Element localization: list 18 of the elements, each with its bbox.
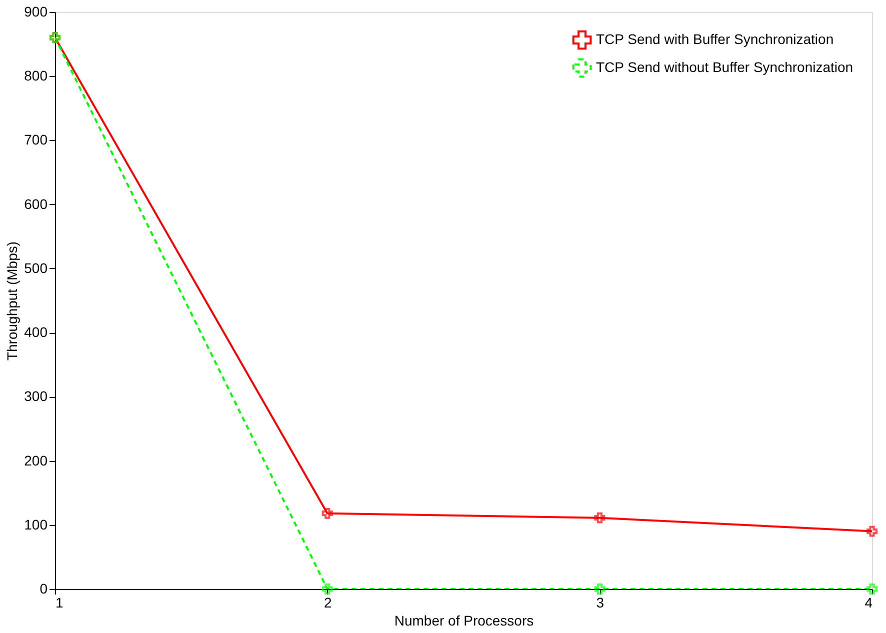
y-tick-label: 700	[24, 132, 48, 148]
y-tick-label: 900	[24, 4, 48, 20]
y-tick-label: 500	[24, 260, 48, 276]
legend-label: TCP Send with Buffer Synchronization	[596, 31, 834, 47]
y-tick-label: 0	[40, 580, 48, 596]
y-tick-label: 800	[24, 68, 48, 84]
x-tick-label: 3	[596, 594, 604, 610]
x-tick-label: 2	[324, 594, 332, 610]
y-tick-label: 400	[24, 324, 48, 340]
x-tick-label: 4	[864, 594, 873, 610]
y-tick-label: 200	[24, 452, 48, 468]
y-tick-label: 300	[24, 388, 48, 404]
y-tick-label: 600	[24, 196, 48, 212]
y-axis-title: Throughput (Mbps)	[4, 241, 20, 361]
x-axis-title: Number of Processors	[394, 612, 534, 628]
y-tick-label: 100	[24, 516, 48, 532]
x-tick-label: 1	[56, 594, 64, 610]
legend-label: TCP Send without Buffer Synchronization	[596, 59, 854, 75]
